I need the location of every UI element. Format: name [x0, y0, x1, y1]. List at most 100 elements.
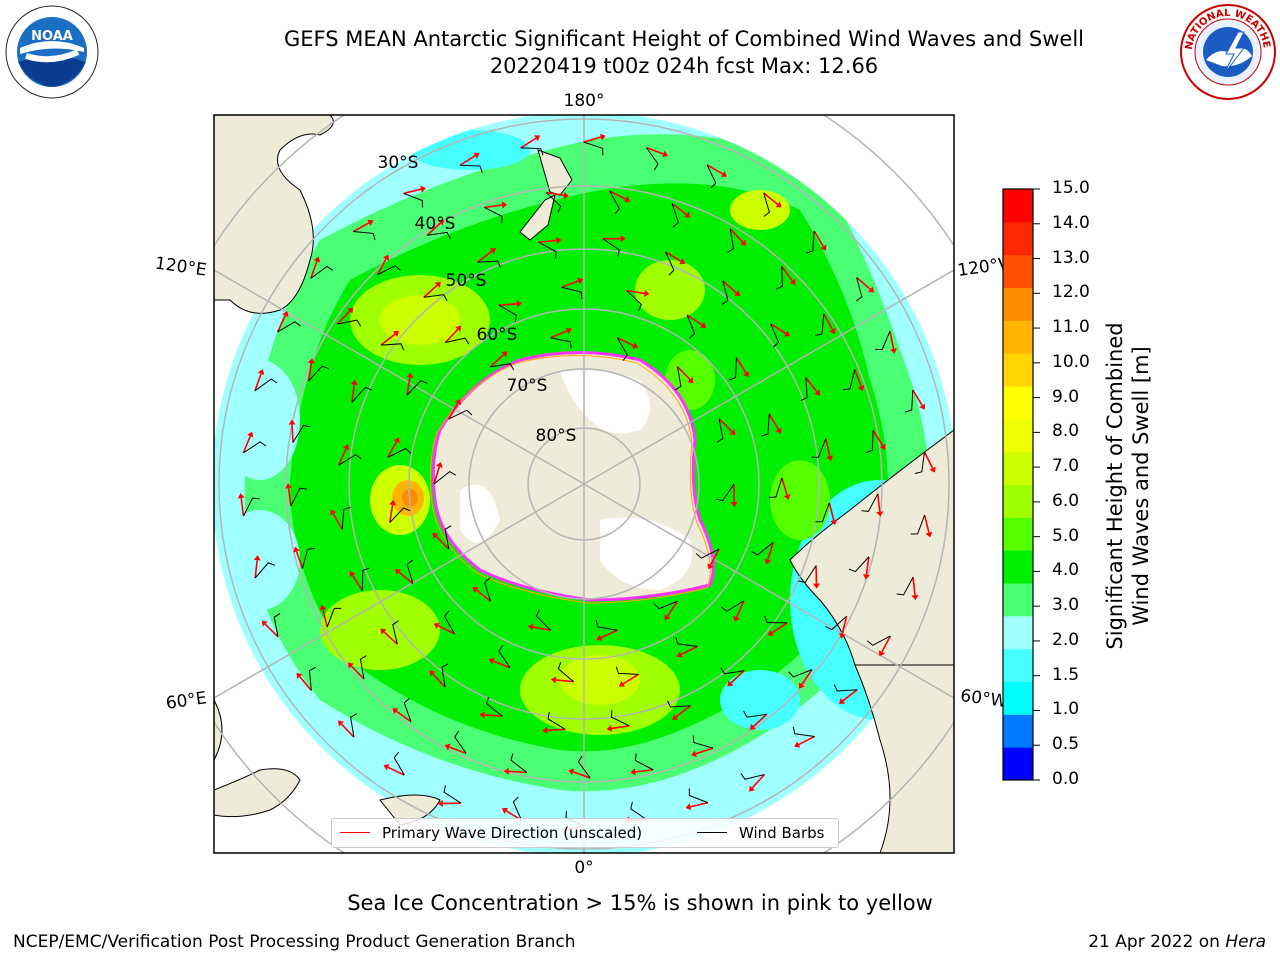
wave-arrow — [695, 747, 714, 755]
wave-arrow-head — [392, 330, 400, 337]
colorbar-label-line1: Significant Height of Combined — [1103, 322, 1127, 650]
wind-barb — [798, 565, 817, 583]
wave-arrow-head — [620, 235, 626, 243]
colorbar-label-line2: Wind Waves and Swell [m] — [1129, 346, 1153, 626]
wave-arrow-head — [672, 714, 679, 720]
wind-barb — [630, 801, 648, 821]
wave-arrow-head — [643, 289, 650, 297]
wave-arrow-head — [488, 657, 495, 665]
wave-arrow-head — [247, 431, 254, 438]
wind-barb — [377, 265, 401, 276]
wave-arrow — [923, 451, 934, 469]
wind-barb — [387, 447, 412, 458]
colorbar-tick-label: 15.0 — [1052, 178, 1090, 198]
wave-arrow — [626, 289, 645, 295]
wind-barb — [728, 357, 737, 381]
wave-arrow — [690, 801, 709, 808]
wave-arrow — [666, 600, 679, 617]
wave-arrow — [912, 389, 923, 406]
wind-barb — [380, 343, 405, 351]
wind-barb — [433, 471, 456, 485]
wind-barb — [498, 304, 517, 323]
wave-arrow — [532, 626, 551, 632]
wave-arrow-head — [814, 389, 821, 396]
lat-label-50s: 50°S — [446, 271, 487, 291]
wind-barb — [609, 190, 621, 215]
wave-arrow — [475, 589, 491, 602]
wave-arrow-head — [764, 558, 772, 565]
legend-barb-label: Wind Barbs — [739, 824, 825, 842]
wave-arrow-head — [367, 219, 374, 226]
wave-arrow-head — [257, 369, 265, 376]
wind-barb — [441, 663, 449, 688]
wave-arrow-head — [925, 531, 933, 538]
wind-barb — [445, 337, 470, 345]
colorbar-segment — [1003, 550, 1033, 584]
colorbar — [1003, 188, 1040, 781]
colorbar-frame — [1002, 188, 1034, 781]
wave-arrow-head — [319, 604, 327, 611]
wind-barb — [444, 525, 452, 550]
wind-barbs — [243, 141, 926, 827]
wave-arrow-head — [830, 519, 838, 526]
wave-arrow — [498, 302, 517, 307]
wave-arrow — [406, 377, 411, 396]
title-line-2: 20220419 t00z 024h fcst Max: 12.66 — [489, 54, 879, 78]
wave-arrow — [646, 146, 664, 155]
wind-barb — [292, 424, 311, 443]
wave-arrow — [449, 746, 467, 755]
colorbar-tick-label: 6.0 — [1052, 490, 1080, 511]
wave-arrow-head — [632, 342, 639, 349]
colorbar-tick-label: 0.5 — [1052, 734, 1080, 755]
wave-arrow-head — [337, 720, 344, 727]
wind-barb — [610, 710, 630, 727]
wave-arrow — [546, 191, 565, 197]
wave-arrow-head — [775, 427, 782, 434]
wave-arrow — [706, 164, 724, 175]
lon-label-120e: 120°E — [154, 254, 208, 281]
wind-barb — [626, 290, 642, 312]
lat-label-40s: 40°S — [415, 214, 456, 234]
wave-arrow — [493, 660, 511, 669]
wave-arrow-head — [406, 372, 414, 378]
wave-arrow-head — [565, 327, 572, 335]
wave-arrow — [264, 623, 279, 638]
wave-arrow-head — [742, 371, 749, 378]
wind-barb — [361, 567, 370, 591]
wave-arrow — [351, 574, 363, 591]
wave-arrow — [254, 373, 262, 392]
wave-arrow — [403, 188, 422, 195]
wave-arrow-head — [911, 594, 919, 601]
wave-arrow — [276, 315, 286, 333]
wind-barb — [341, 506, 351, 530]
colorbar-segment — [1003, 353, 1033, 387]
colorbar-tick-label: 1.5 — [1052, 664, 1080, 685]
colorbar-tick-label: 10.0 — [1052, 351, 1090, 372]
wave-arrow-head — [707, 563, 714, 570]
wind-barb — [875, 330, 891, 351]
colorbar-segment — [1003, 615, 1033, 650]
wave-arrow — [709, 548, 720, 566]
wave-arrow — [671, 202, 687, 215]
wave-arrow — [322, 609, 328, 628]
wind-barb — [842, 369, 856, 391]
noaa-logo: NOAA — [5, 5, 99, 99]
wind-barb — [866, 635, 891, 646]
colorbar-tick-label: 14.0 — [1052, 212, 1090, 233]
wind-barb — [806, 230, 815, 254]
lon-label-bottom: 0° — [574, 858, 593, 878]
wave-arrow-head — [556, 236, 562, 244]
wind-barb — [634, 753, 654, 771]
wind-barb — [706, 164, 717, 189]
wind-barb — [602, 238, 620, 257]
wind-barb — [490, 363, 515, 371]
wind-barb — [301, 548, 315, 569]
wind-barb — [538, 241, 557, 259]
wave-arrow-head — [826, 455, 834, 462]
wave-arrow — [828, 502, 835, 521]
wave-arrow — [432, 673, 446, 688]
wave-arrow — [801, 669, 813, 685]
wind-barb — [740, 773, 765, 780]
wave-arrow-head — [261, 620, 268, 627]
colorbar-segment — [1003, 517, 1033, 551]
